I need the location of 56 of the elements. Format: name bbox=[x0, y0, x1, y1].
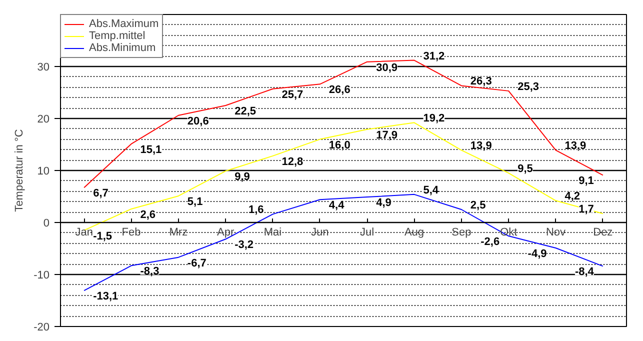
y-axis-title: Temperatur in °C bbox=[14, 129, 26, 212]
y-tick-label: 20 bbox=[37, 114, 50, 126]
data-label: 12,8 bbox=[282, 156, 304, 168]
data-label: 4,2 bbox=[564, 190, 580, 203]
y-tick-label: 30 bbox=[37, 62, 50, 74]
data-label: -2,6 bbox=[480, 236, 500, 248]
x-tick-label: Aug bbox=[404, 226, 424, 238]
data-label: 20,6 bbox=[187, 115, 209, 128]
data-label: 9,5 bbox=[518, 163, 533, 176]
data-label: 30,9 bbox=[376, 62, 398, 74]
data-label: 1,6 bbox=[248, 204, 264, 216]
legend-label: Abs.Maximum bbox=[89, 18, 159, 30]
data-label: 26,3 bbox=[470, 76, 492, 88]
data-label: -4,9 bbox=[528, 248, 547, 260]
data-label: 31,2 bbox=[423, 50, 445, 62]
data-label: 19,2 bbox=[423, 112, 445, 125]
data-label: 26,6 bbox=[328, 84, 350, 96]
y-tick-label: -10 bbox=[34, 270, 50, 282]
data-label: 4,4 bbox=[328, 200, 346, 212]
data-label: 4,9 bbox=[376, 197, 392, 210]
data-label: -8,4 bbox=[574, 266, 595, 278]
data-label: 9,1 bbox=[578, 175, 594, 188]
data-label: 1,7 bbox=[578, 204, 594, 216]
data-label: 13,9 bbox=[564, 140, 586, 152]
data-label: 13,9 bbox=[470, 140, 492, 152]
data-label: -13,1 bbox=[93, 290, 118, 303]
x-tick-label: Feb bbox=[122, 226, 141, 238]
data-label: 16,0 bbox=[328, 139, 350, 152]
data-label: 25,3 bbox=[518, 80, 540, 93]
data-label: 6,7 bbox=[93, 188, 108, 200]
x-tick-label: Mai bbox=[264, 226, 282, 238]
data-label: 17,9 bbox=[376, 129, 398, 142]
data-label: 2,5 bbox=[470, 200, 486, 212]
data-label: -1,5 bbox=[93, 230, 112, 242]
y-tick-label: 10 bbox=[37, 166, 50, 178]
x-tick-label: Mrz bbox=[169, 226, 188, 238]
x-tick-label: Dez bbox=[593, 226, 613, 238]
y-tick-label: 0 bbox=[43, 218, 50, 230]
data-label: 9,9 bbox=[234, 171, 250, 184]
x-tick-label: Jul bbox=[360, 226, 374, 238]
y-tick-label: -20 bbox=[34, 322, 50, 334]
x-tick-label: Jun bbox=[311, 226, 329, 238]
legend-label: Abs.Minimum bbox=[89, 42, 156, 54]
x-tick-label: Jan bbox=[75, 226, 93, 238]
data-label: 22,5 bbox=[234, 106, 256, 118]
data-label: 5,4 bbox=[423, 184, 440, 196]
data-label: -3,2 bbox=[234, 239, 254, 252]
x-tick-label: Sep bbox=[452, 226, 472, 238]
data-label: 15,1 bbox=[140, 144, 162, 156]
legend-label: Temp.mittel bbox=[89, 30, 146, 42]
data-label: -6,7 bbox=[187, 257, 206, 270]
data-label: 5,1 bbox=[187, 196, 203, 208]
data-label: 25,7 bbox=[282, 88, 304, 101]
x-tick-label: Nov bbox=[546, 226, 566, 238]
data-label: 2,6 bbox=[140, 208, 156, 221]
x-tick-label: Apr bbox=[217, 226, 234, 238]
